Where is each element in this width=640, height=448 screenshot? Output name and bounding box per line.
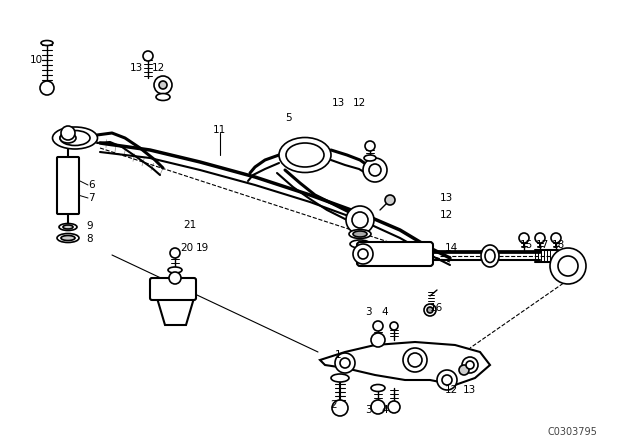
Ellipse shape (286, 143, 324, 167)
Circle shape (143, 51, 153, 61)
Text: 4: 4 (381, 307, 388, 317)
Ellipse shape (59, 224, 77, 231)
Text: 19: 19 (196, 243, 209, 253)
Text: 13: 13 (130, 63, 143, 73)
Text: 11: 11 (213, 125, 227, 135)
Text: 15: 15 (520, 240, 533, 250)
Polygon shape (320, 342, 490, 385)
Text: 17: 17 (536, 240, 549, 250)
Circle shape (424, 304, 436, 316)
Text: 10: 10 (30, 55, 43, 65)
Text: 13: 13 (463, 385, 476, 395)
Circle shape (353, 244, 373, 264)
Text: 21: 21 (183, 220, 196, 230)
Text: 12: 12 (353, 98, 366, 108)
Text: 9: 9 (86, 221, 93, 231)
Circle shape (358, 249, 368, 259)
Circle shape (427, 307, 433, 313)
Text: 3: 3 (365, 307, 372, 317)
Circle shape (154, 76, 172, 94)
Circle shape (462, 357, 478, 373)
Circle shape (346, 206, 374, 234)
Circle shape (363, 158, 387, 182)
Ellipse shape (353, 231, 367, 237)
Text: 6: 6 (88, 180, 95, 190)
Circle shape (388, 401, 400, 413)
Text: 14: 14 (445, 243, 458, 253)
Ellipse shape (63, 225, 73, 229)
Circle shape (40, 81, 54, 95)
Ellipse shape (156, 94, 170, 100)
Ellipse shape (279, 138, 331, 172)
Text: 18: 18 (552, 240, 565, 250)
Circle shape (403, 348, 427, 372)
Circle shape (335, 353, 355, 373)
Circle shape (519, 233, 529, 243)
Ellipse shape (57, 233, 79, 242)
FancyBboxPatch shape (57, 157, 79, 214)
Circle shape (550, 248, 586, 284)
Text: 5: 5 (285, 113, 292, 123)
Ellipse shape (349, 229, 371, 238)
Text: 20: 20 (180, 243, 193, 253)
Circle shape (442, 375, 452, 385)
Circle shape (169, 272, 181, 284)
Circle shape (437, 370, 457, 390)
Circle shape (365, 141, 375, 151)
Circle shape (170, 248, 180, 258)
FancyBboxPatch shape (150, 278, 196, 300)
Ellipse shape (331, 374, 349, 382)
Circle shape (159, 81, 167, 89)
Ellipse shape (61, 236, 75, 241)
Circle shape (369, 164, 381, 176)
Ellipse shape (485, 250, 495, 263)
Circle shape (340, 358, 350, 368)
FancyBboxPatch shape (357, 242, 433, 266)
Ellipse shape (41, 40, 53, 46)
Text: 13: 13 (332, 98, 345, 108)
Circle shape (371, 333, 385, 347)
Text: 3: 3 (365, 405, 372, 415)
Text: 16: 16 (430, 303, 444, 313)
Ellipse shape (364, 155, 376, 161)
Text: 1: 1 (335, 350, 342, 360)
Text: 12: 12 (152, 63, 165, 73)
Text: 12: 12 (440, 210, 453, 220)
Circle shape (408, 353, 422, 367)
Ellipse shape (350, 240, 370, 248)
Circle shape (459, 365, 469, 375)
Circle shape (332, 400, 348, 416)
Ellipse shape (371, 384, 385, 392)
Circle shape (61, 126, 75, 140)
Text: 4: 4 (381, 405, 388, 415)
Text: 12: 12 (445, 385, 458, 395)
Ellipse shape (168, 267, 182, 273)
Text: 13: 13 (440, 193, 453, 203)
Circle shape (371, 400, 385, 414)
Circle shape (352, 212, 368, 228)
Circle shape (551, 233, 561, 243)
Ellipse shape (60, 130, 90, 146)
Ellipse shape (354, 245, 372, 263)
Ellipse shape (52, 127, 97, 149)
Circle shape (535, 233, 545, 243)
Ellipse shape (60, 133, 76, 143)
Circle shape (385, 195, 395, 205)
Polygon shape (157, 298, 194, 325)
Text: 2: 2 (330, 400, 337, 410)
Circle shape (390, 322, 398, 330)
Text: 8: 8 (86, 234, 93, 244)
Text: C0303795: C0303795 (548, 427, 598, 437)
Circle shape (373, 321, 383, 331)
Circle shape (466, 361, 474, 369)
Circle shape (558, 256, 578, 276)
Text: 7: 7 (88, 193, 95, 203)
Ellipse shape (481, 245, 499, 267)
